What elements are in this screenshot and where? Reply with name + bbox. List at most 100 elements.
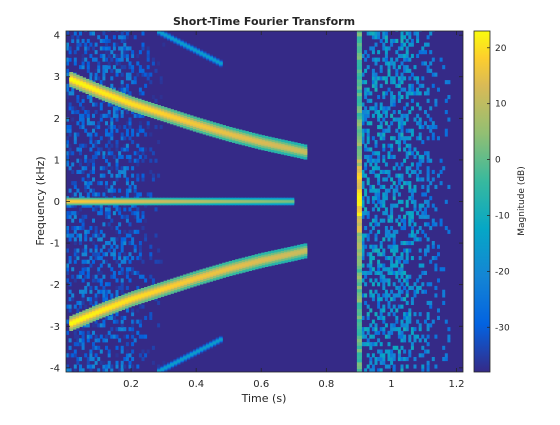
noise-cell — [371, 136, 375, 141]
noise-cell — [400, 184, 404, 189]
noise-cell — [115, 327, 119, 332]
noise-cell — [76, 35, 80, 40]
noise-cell — [79, 237, 82, 242]
noise-cell — [110, 102, 114, 107]
noise-cell — [371, 35, 375, 40]
noise-cell — [366, 270, 370, 275]
noise-cell — [99, 334, 103, 339]
impulse-cell — [356, 129, 362, 133]
noise-cell — [424, 252, 427, 257]
noise-cell — [81, 297, 85, 302]
noise-cell — [141, 259, 145, 264]
noise-cell — [377, 199, 381, 204]
ridge-cell — [287, 200, 292, 203]
noise-cell — [418, 177, 422, 182]
ridge-cell — [88, 200, 93, 203]
noise-cell — [405, 169, 409, 174]
x-tick-label: 0.4 — [188, 379, 204, 390]
noise-cell — [125, 132, 129, 137]
noise-cell — [138, 154, 142, 159]
noise-cell — [390, 308, 394, 313]
noise-cell — [92, 345, 95, 350]
noise-cell — [434, 125, 438, 130]
noise-cell — [128, 136, 132, 141]
noise-cell — [377, 349, 381, 354]
noise-cell — [369, 158, 373, 163]
noise-cell — [400, 173, 404, 178]
noise-cell — [89, 289, 93, 294]
noise-cell — [81, 203, 85, 208]
noise-cell — [397, 95, 401, 100]
noise-cell — [371, 248, 375, 253]
noise-cell — [364, 226, 368, 231]
ridge-cell — [280, 254, 285, 258]
noise-cell — [144, 203, 148, 208]
noise-cell — [123, 207, 127, 212]
noise-cell — [151, 61, 155, 66]
noise-cell — [133, 248, 137, 253]
noise-cell — [79, 169, 82, 174]
noise-cell — [89, 72, 93, 77]
ridge-cell — [290, 200, 295, 203]
noise-cell — [97, 121, 101, 126]
ridge-cell — [85, 315, 90, 318]
noise-cell — [146, 53, 150, 58]
noise-cell — [112, 110, 116, 115]
noise-cell — [86, 338, 90, 343]
impulse-cell — [356, 105, 362, 110]
noise-cell — [437, 173, 440, 178]
noise-cell — [102, 297, 106, 302]
noise-cell — [361, 136, 365, 141]
ridge-cell — [186, 46, 191, 48]
noise-cell — [86, 360, 90, 365]
noise-cell — [418, 237, 422, 242]
ridge-cell — [267, 200, 272, 203]
noise-cell — [112, 46, 116, 51]
noise-cell — [92, 121, 95, 126]
noise-cell — [68, 46, 72, 51]
noise-cell — [136, 256, 140, 261]
noise-cell — [86, 173, 90, 178]
noise-cell — [112, 252, 116, 257]
noise-cell — [102, 151, 106, 156]
noise-cell — [136, 214, 140, 219]
noise-cell — [392, 98, 396, 103]
ridge-cell — [118, 200, 122, 203]
noise-cell — [361, 121, 365, 126]
noise-cell — [418, 256, 422, 261]
noise-cell — [392, 364, 396, 369]
x-axis: 0.2 0.4 0.6 0.8 1 1.2 — [123, 31, 464, 390]
noise-cell — [151, 278, 155, 283]
noise-cell — [141, 31, 145, 36]
noise-cell — [97, 289, 101, 294]
noise-cell — [403, 181, 407, 186]
noise-cell — [377, 188, 381, 193]
noise-cell — [112, 125, 116, 130]
noise-cell — [120, 237, 124, 242]
noise-cell — [382, 282, 386, 287]
noise-cell — [413, 184, 417, 189]
ridge-cell — [261, 141, 265, 145]
noise-cell — [131, 308, 135, 313]
noise-cell — [444, 353, 448, 358]
noise-cell — [413, 237, 417, 242]
noise-cell — [439, 158, 443, 163]
noise-cell — [397, 357, 401, 362]
noise-cell — [416, 151, 420, 156]
noise-cell — [364, 368, 368, 372]
noise-cell — [431, 256, 435, 261]
impulse-cell — [356, 185, 362, 190]
noise-cell — [397, 304, 401, 309]
noise-cell — [84, 259, 88, 264]
noise-cell — [387, 61, 391, 66]
noise-cell — [86, 65, 90, 70]
noise-cell — [387, 65, 391, 70]
noise-cell — [392, 229, 396, 234]
noise-cell — [157, 259, 161, 264]
noise-cell — [379, 278, 383, 283]
noise-cell — [107, 132, 111, 137]
noise-cell — [390, 360, 394, 365]
noise-cell — [377, 117, 381, 122]
ridge-cell — [290, 252, 295, 256]
noise-cell — [369, 293, 373, 298]
